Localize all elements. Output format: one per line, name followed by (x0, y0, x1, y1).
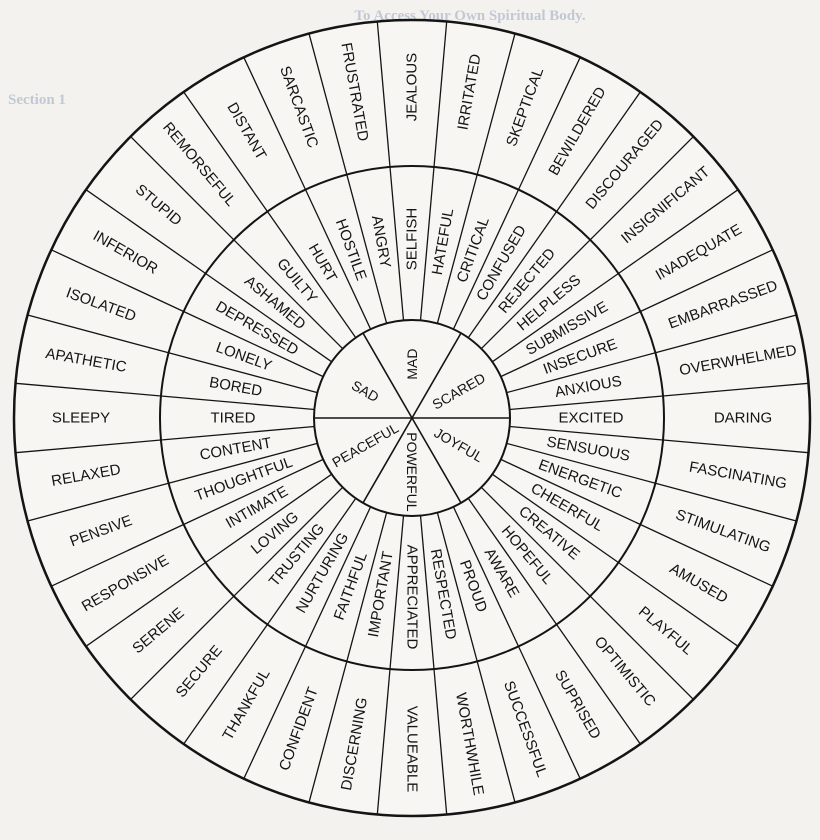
middle-divider (205, 473, 333, 564)
outer-divider (640, 523, 773, 587)
wheel-middle-circle (159, 165, 665, 671)
outer-divider (243, 57, 307, 190)
middle-divider (452, 506, 520, 647)
outer-divider (183, 624, 269, 745)
middle-divider (506, 352, 656, 394)
middle-divider (304, 506, 372, 647)
middle-divider (389, 166, 405, 321)
outer-divider (308, 33, 348, 175)
outer-divider (15, 439, 162, 454)
outer-emotion-daring: DARING (714, 410, 772, 427)
outer-divider (476, 33, 516, 175)
outer-divider (640, 249, 773, 313)
outer-divider (655, 314, 797, 354)
outer-divider (130, 136, 235, 241)
core-divider (362, 332, 413, 419)
middle-divider (233, 486, 344, 597)
outer-emotion-sleepy: SLEEPY (52, 410, 110, 427)
core-emotion-mad: MAD (404, 349, 420, 380)
outer-divider (589, 595, 694, 700)
outer-divider (376, 21, 391, 168)
outer-divider (618, 189, 739, 275)
outer-divider (243, 646, 307, 779)
core-emotion-powerful: POWERFUL (404, 432, 420, 512)
middle-divider (168, 442, 318, 484)
outer-divider (662, 439, 809, 454)
middle-divider (205, 272, 333, 363)
outer-divider (51, 523, 184, 587)
wheel-spokes (15, 21, 809, 815)
outer-divider (51, 249, 184, 313)
middle-divider (233, 239, 344, 350)
middle-divider (160, 395, 315, 411)
core-divider (411, 417, 462, 504)
middle-divider (436, 174, 478, 324)
middle-divider (304, 189, 372, 330)
middle-emotion-selfish: SELFISH (404, 208, 421, 271)
middle-divider (509, 395, 664, 411)
middle-divider (183, 310, 324, 378)
core-divider (411, 332, 462, 419)
middle-divider (419, 166, 435, 321)
middle-divider (452, 189, 520, 330)
middle-divider (509, 425, 664, 441)
outer-emotion-jealous: JEALOUS (404, 53, 421, 121)
middle-emotion-excited: EXCITED (558, 410, 623, 427)
outer-divider (85, 189, 206, 275)
outer-divider (589, 136, 694, 241)
outer-divider (27, 314, 169, 354)
outer-divider (433, 668, 448, 815)
outer-divider (618, 561, 739, 647)
middle-divider (346, 512, 388, 662)
middle-emotion-tired: TIRED (211, 410, 256, 427)
outer-divider (183, 91, 269, 212)
outer-divider (15, 382, 162, 397)
middle-divider (183, 458, 324, 526)
outer-divider (376, 668, 391, 815)
outer-divider (517, 646, 581, 779)
outer-divider (27, 482, 169, 522)
middle-divider (467, 211, 558, 339)
outer-emotion-valueable: VALUEABLE (404, 706, 421, 792)
outer-divider (476, 661, 516, 803)
middle-divider (500, 310, 641, 378)
middle-divider (389, 515, 405, 670)
middle-divider (436, 512, 478, 662)
middle-divider (419, 515, 435, 670)
middle-divider (480, 486, 591, 597)
core-divider (362, 417, 413, 504)
outer-divider (85, 561, 206, 647)
middle-divider (491, 473, 619, 564)
middle-divider (168, 352, 318, 394)
outer-divider (433, 21, 448, 168)
outer-divider (555, 91, 641, 212)
outer-divider (655, 482, 797, 522)
middle-divider (160, 425, 315, 441)
middle-divider (346, 174, 388, 324)
outer-divider (308, 661, 348, 803)
outer-divider (555, 624, 641, 745)
outer-divider (517, 57, 581, 190)
outer-divider (130, 595, 235, 700)
middle-divider (491, 272, 619, 363)
middle-divider (266, 497, 357, 625)
background-section-label: Section 1 (8, 92, 66, 108)
middle-emotion-appreciated: APPRECIATED (404, 545, 421, 650)
middle-divider (500, 458, 641, 526)
middle-divider (506, 442, 656, 484)
middle-divider (480, 239, 591, 350)
outer-divider (662, 382, 809, 397)
middle-divider (266, 211, 357, 339)
middle-divider (467, 497, 558, 625)
